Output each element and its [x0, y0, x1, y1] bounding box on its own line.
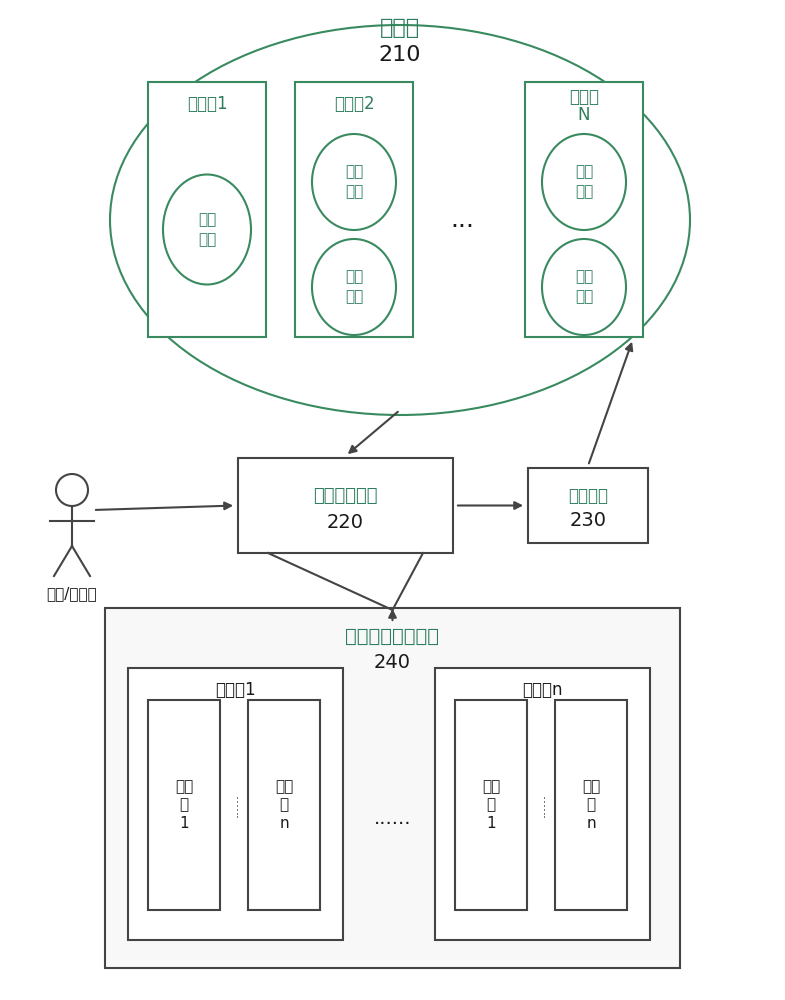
Text: 工作
进程: 工作 进程 [345, 165, 363, 199]
Ellipse shape [312, 239, 396, 335]
Ellipse shape [163, 174, 251, 284]
Text: 进程组1: 进程组1 [187, 95, 228, 113]
Text: 虚拟资源管理平台: 虚拟资源管理平台 [345, 626, 440, 646]
Text: 物理机n: 物理机n [522, 681, 563, 699]
Text: 用户/管理员: 用户/管理员 [46, 586, 97, 601]
Text: ......: ...... [374, 808, 411, 828]
Text: 控制
进程: 控制 进程 [198, 212, 216, 247]
Text: ...: ... [450, 208, 474, 232]
Bar [105, 608, 680, 968]
Bar [128, 668, 343, 940]
Bar [148, 700, 220, 910]
Bar [435, 668, 650, 940]
Bar [148, 82, 266, 337]
Text: 工作
进程: 工作 进程 [575, 165, 593, 199]
Bar [528, 468, 648, 543]
Text: 资源调度装置: 资源调度装置 [313, 487, 378, 505]
Text: ......: ...... [535, 793, 547, 817]
Text: 220: 220 [327, 514, 364, 532]
Text: 210: 210 [378, 45, 422, 65]
Text: 虚拟
机
1: 虚拟 机 1 [482, 779, 500, 831]
Text: 240: 240 [374, 654, 411, 672]
Bar [295, 82, 413, 337]
Ellipse shape [56, 474, 88, 506]
Text: 虚拟
机
1: 虚拟 机 1 [175, 779, 193, 831]
Ellipse shape [542, 239, 626, 335]
Bar [525, 82, 643, 337]
Ellipse shape [312, 134, 396, 230]
Text: 进程组: 进程组 [569, 88, 599, 106]
Bar [248, 700, 320, 910]
Text: 云应用: 云应用 [380, 18, 420, 38]
Bar [455, 700, 527, 910]
Text: 进程组2: 进程组2 [334, 95, 374, 113]
Ellipse shape [110, 25, 690, 415]
Text: 工作
进程: 工作 进程 [345, 270, 363, 304]
Ellipse shape [542, 134, 626, 230]
Text: 监控装置: 监控装置 [568, 487, 608, 505]
Text: 虚拟
机
n: 虚拟 机 n [582, 779, 600, 831]
Bar [238, 458, 453, 553]
Text: 230: 230 [569, 510, 607, 530]
Bar [555, 700, 627, 910]
Text: N: N [578, 106, 590, 124]
Text: 虚拟
机
n: 虚拟 机 n [275, 779, 293, 831]
Text: ......: ...... [228, 793, 240, 817]
Text: 物理机1: 物理机1 [215, 681, 256, 699]
Text: 工作
进程: 工作 进程 [575, 270, 593, 304]
